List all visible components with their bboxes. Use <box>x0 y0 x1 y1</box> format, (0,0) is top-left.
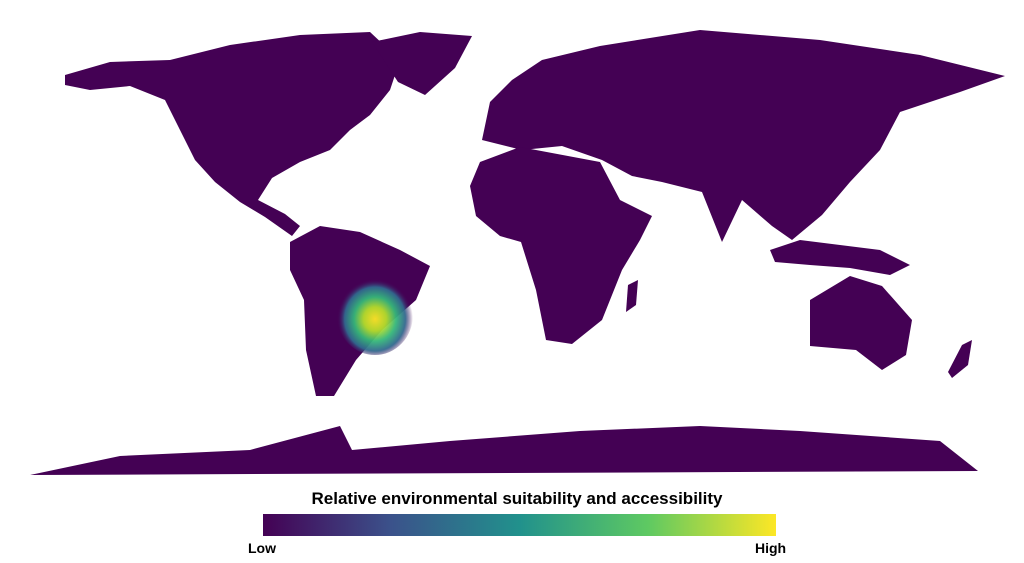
africa <box>470 147 652 344</box>
suitability-hotspot <box>337 275 413 355</box>
eurasia <box>482 30 1005 242</box>
world-map <box>30 30 1005 475</box>
north-america <box>65 32 400 236</box>
australia <box>810 276 912 370</box>
legend-low-label: Low <box>248 540 276 556</box>
legend-title: Relative environmental suitability and a… <box>311 489 723 508</box>
legend-colorbar <box>263 514 776 536</box>
new-zealand <box>948 340 972 378</box>
greenland <box>372 32 472 95</box>
antarctica <box>30 426 978 475</box>
legend-high-label: High <box>755 540 787 556</box>
southeast-asia-islands <box>770 240 910 275</box>
madagascar <box>626 280 638 312</box>
